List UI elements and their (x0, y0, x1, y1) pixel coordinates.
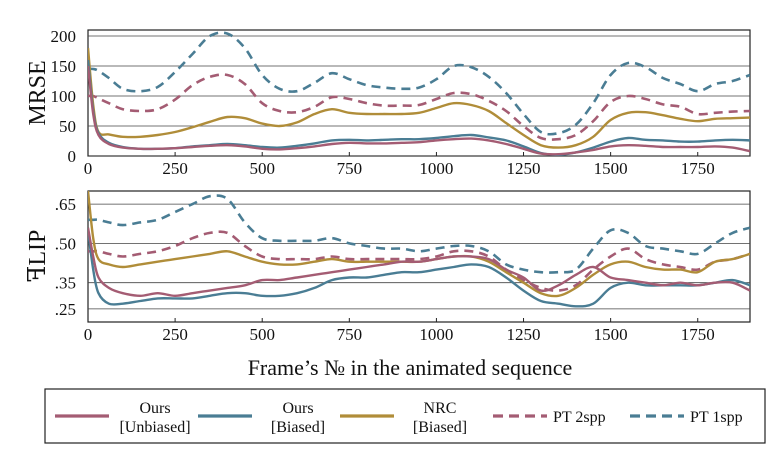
legend-label-1-line1: Ours (282, 400, 313, 417)
flip-chart-panel: .25.35.50.65 0 250 500 750 1000 1250 1500 1750 … (25, 190, 751, 380)
flip-x-ticks: 0 250 500 750 1000 1250 1500 1750 (84, 318, 715, 344)
mrse-x-tick-label: 1250 (507, 159, 541, 178)
legend-label-2-line1: NRC (424, 400, 457, 417)
legend-label-4: PT 1spp (690, 409, 743, 426)
mrse-x-ticks: 0 250 500 750 1000 1250 1500 1750 (84, 152, 715, 178)
mrse-y-tick-label: 0 (68, 147, 77, 166)
mrse-series-nrc-biased (88, 47, 750, 149)
flip-series-pt-2spp (88, 230, 750, 292)
mrse-x-tick-label: 1750 (681, 159, 715, 178)
mrse-plot-frame (87, 29, 751, 157)
mrse-x-tick-label: 1000 (419, 159, 453, 178)
mrse-y-axis-label: MRSE (25, 60, 51, 125)
flip-x-tick-label: 1000 (419, 325, 453, 344)
mrse-x-tick-label: 500 (249, 159, 275, 178)
legend-label-1-line2: [Biased] (271, 419, 325, 436)
flip-x-tick-label: 0 (84, 325, 93, 344)
mrse-x-tick-label: 750 (337, 159, 363, 178)
mrse-x-tick-label: 250 (162, 159, 188, 178)
legend: Ours [Unbiased] Ours [Biased] NRC [Biased] PT … (44, 388, 766, 444)
mrse-series-group (88, 31, 750, 156)
legend-label-0-line1: Ours (139, 400, 170, 417)
mrse-series-pt-2spp (88, 73, 750, 141)
flip-x-tick-label: 1750 (681, 325, 715, 344)
flip-y-axis-label: ꟻLIP (25, 230, 51, 283)
legend-box (44, 388, 766, 444)
flip-y-tick-label: .35 (55, 274, 76, 293)
legend-label-0-line2: [Unbiased] (119, 419, 190, 436)
flip-series-ours-biased (88, 230, 750, 308)
flip-x-tick-label: 750 (337, 325, 363, 344)
mrse-series-ours-unbiased (88, 65, 750, 156)
flip-y-ticks: .25 .35 .50 .65 (55, 195, 76, 319)
flip-x-tick-label: 250 (162, 325, 188, 344)
legend-items: Ours [Unbiased] Ours [Biased] NRC [Biased] PT … (55, 400, 743, 436)
mrse-y-tick-label: 50 (59, 117, 76, 136)
flip-x-tick-label: 1500 (594, 325, 628, 344)
mrse-y-tick-label: 200 (51, 27, 77, 46)
mrse-x-tick-label: 1500 (594, 159, 628, 178)
mrse-y-tick-label: 100 (51, 87, 77, 106)
flip-y-tick-label: .25 (55, 300, 76, 319)
mrse-x-tick-label: 0 (84, 159, 93, 178)
flip-y-tick-label: .65 (55, 195, 76, 214)
flip-x-tick-label: 500 (249, 325, 275, 344)
legend-label-3: PT 2spp (553, 409, 606, 426)
legend-label-2-line2: [Biased] (413, 419, 467, 436)
mrse-y-ticks: 0 50 100 150 200 (51, 27, 77, 166)
flip-y-tick-label: .50 (55, 234, 76, 253)
flip-plot-frame (87, 190, 751, 323)
mrse-y-tick-label: 150 (51, 57, 77, 76)
flip-x-tick-label: 1250 (507, 325, 541, 344)
flip-x-axis-label: Frame’s № in the animated sequence (248, 355, 573, 380)
mrse-series-ours-biased (88, 59, 750, 156)
flip-series-ours-unbiased (88, 227, 750, 297)
flip-series-group (88, 191, 750, 308)
mrse-series-pt-1spp (88, 31, 750, 136)
